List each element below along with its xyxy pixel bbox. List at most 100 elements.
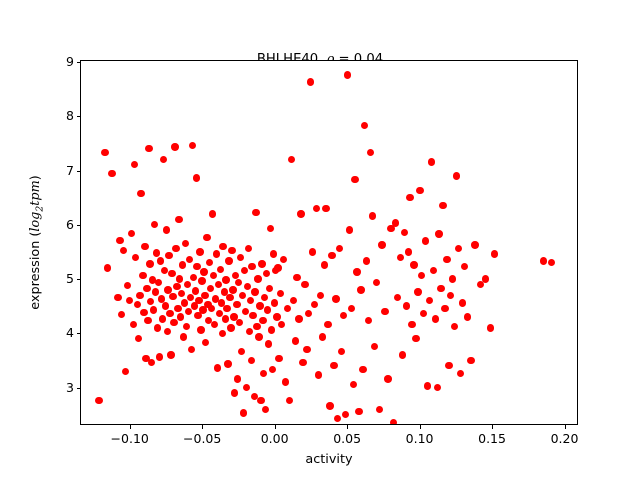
scatter-point [404, 248, 412, 256]
scatter-point [416, 186, 424, 195]
scatter-point [412, 334, 420, 343]
x-axis-tick-label: 0.05 [333, 431, 362, 446]
scatter-point [486, 324, 495, 332]
scatter-point [169, 292, 177, 301]
scatter-point [339, 311, 348, 320]
scatter-point [431, 315, 440, 323]
scatter-point [194, 311, 202, 320]
scatter-point [207, 304, 216, 312]
scatter-point [427, 158, 436, 166]
scatter-point [231, 389, 239, 397]
scatter-point [134, 334, 142, 343]
scatter-point [170, 318, 178, 327]
scatter-point [149, 276, 157, 284]
scatter-point [275, 355, 283, 363]
x-axis-tick-label: 0.20 [550, 431, 579, 446]
scatter-point [333, 414, 342, 423]
y-axis-label: expression (log2tpm) [26, 60, 46, 425]
scatter-point [263, 306, 272, 314]
y-axis-label-prefix: expression ( [28, 231, 43, 310]
scatter-point [178, 289, 186, 298]
scatter-point [164, 286, 172, 294]
scatter-point [345, 226, 353, 234]
scatter-point [121, 368, 130, 376]
scatter-point [276, 289, 284, 298]
scatter-point [211, 295, 220, 303]
scatter-point [456, 369, 465, 378]
scatter-point [305, 310, 313, 318]
scatter-point [262, 405, 270, 413]
scatter-point [253, 322, 261, 330]
scatter-point [120, 246, 128, 254]
scatter-point [198, 277, 206, 285]
scatter-point [429, 266, 438, 274]
scatter-point [167, 351, 175, 359]
scatter-point [171, 143, 179, 151]
scatter-point [237, 347, 246, 356]
scatter-point [243, 282, 252, 291]
scatter-point [188, 141, 196, 150]
x-axis-tick [274, 425, 276, 429]
scatter-point [238, 291, 247, 299]
scatter-point [179, 333, 188, 341]
scatter-point [140, 308, 148, 317]
scatter-point [228, 246, 236, 254]
scatter-point [441, 304, 449, 312]
scatter-point [249, 311, 257, 320]
y-axis-tick-label: 6 [66, 216, 74, 232]
scatter-point [155, 353, 164, 361]
scatter-point [393, 293, 402, 302]
scatter-point [199, 306, 207, 314]
scatter-point [351, 176, 359, 184]
scatter-point [420, 310, 428, 318]
scatter-point [191, 287, 199, 295]
x-axis-tick [492, 425, 494, 429]
scatter-point [269, 250, 278, 258]
scatter-point [242, 383, 251, 392]
scatter-point [437, 284, 445, 292]
scatter-point [189, 273, 198, 282]
scatter-point [136, 291, 144, 299]
scatter-point [220, 288, 228, 296]
scatter-point [324, 320, 332, 329]
x-axis-tick-label: −0.05 [183, 431, 222, 446]
y-axis-tick [76, 116, 80, 118]
scatter-point [233, 300, 241, 309]
scatter-point [152, 249, 161, 257]
scatter-point [142, 355, 150, 363]
scatter-point [353, 268, 361, 276]
scatter-point [262, 269, 271, 278]
scatter-point [196, 248, 204, 256]
x-axis-tick-label: 0.10 [405, 431, 434, 446]
scatter-point [349, 380, 357, 388]
scatter-point [217, 299, 225, 307]
scatter-point [259, 317, 267, 325]
y-axis-tick [76, 387, 80, 389]
scatter-point [423, 382, 432, 390]
scatter-point [347, 304, 355, 312]
x-axis-tick [202, 425, 204, 429]
scatter-point [108, 169, 116, 177]
scatter-point [183, 280, 192, 289]
scatter-point [153, 324, 162, 332]
scatter-point [370, 342, 379, 350]
scatter-point [261, 293, 269, 302]
scatter-point [208, 210, 217, 218]
scatter-point [210, 320, 219, 329]
scatter-point [279, 255, 288, 264]
scatter-point [147, 298, 155, 306]
x-axis-tick-label: 0.00 [260, 431, 289, 446]
scatter-point [230, 313, 238, 321]
scatter-point [421, 237, 430, 245]
scatter-point [229, 286, 237, 294]
scatter-point [398, 351, 407, 359]
plot-area [80, 60, 578, 425]
scatter-point [375, 405, 383, 413]
scatter-point [116, 236, 124, 245]
scatter-point [267, 326, 276, 334]
scatter-point [118, 311, 126, 319]
scatter-point [185, 255, 194, 264]
scatter-point [301, 280, 309, 289]
scatter-point [359, 365, 367, 374]
scatter-point [176, 275, 184, 283]
